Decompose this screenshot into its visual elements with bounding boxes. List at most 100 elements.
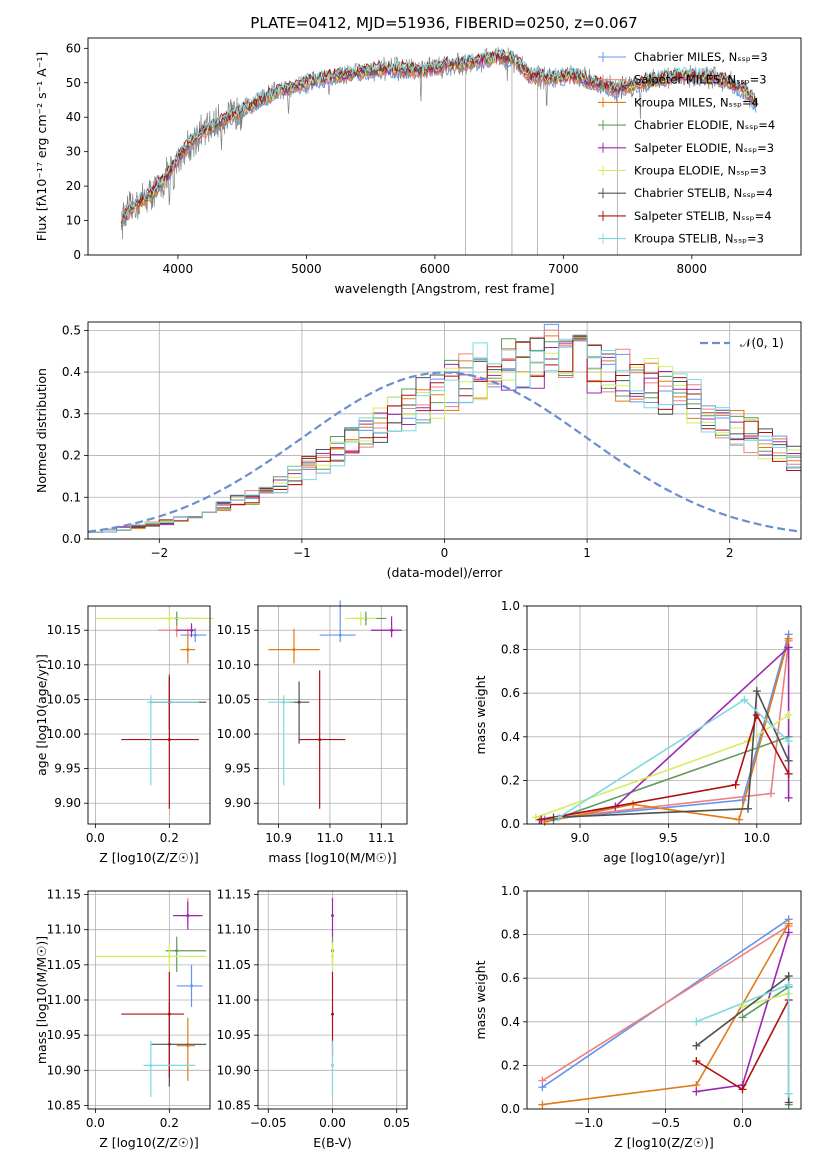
x-tick-label: −1	[293, 546, 311, 560]
x-tick-label: 8000	[677, 262, 708, 276]
spectrum-panel: 4000 5000 6000 7000 8000 0 10 20 30 40 50 60 wavelen…	[34, 37, 802, 296]
y-tick-label: 50	[66, 76, 81, 90]
data-point	[359, 616, 363, 620]
x-tick-label: 1	[583, 546, 591, 560]
normal-reference-curve	[88, 371, 801, 533]
y-tick-label: 0.2	[62, 449, 81, 463]
y-tick-label: 0.3	[62, 407, 81, 421]
data-point	[331, 954, 334, 958]
data-point	[282, 700, 286, 704]
data-point	[167, 954, 171, 958]
y-axis-label: mass weight	[473, 675, 488, 754]
model-spectrum-line	[120, 47, 757, 222]
data-point	[331, 1063, 334, 1067]
mass-weight-vs-metallicity-panel: −1.0 −0.5 0.0 0.0 0.2 0.4 0.6 0.8 1.0 Z [log10(Z/…	[473, 884, 802, 1150]
axes-frame	[87, 890, 211, 1110]
legend-entry: Chabrier ELODIE, Nₛₛₚ=4	[634, 118, 775, 132]
x-tick-label: 10.0	[743, 831, 770, 845]
data-point	[167, 738, 171, 742]
x-axis-label: (data-model)/error	[387, 565, 504, 580]
x-tick-label: −0.05	[250, 1116, 287, 1130]
x-axis-label: mass [log10(M/M☉)]	[268, 850, 396, 865]
y-tick-label: 10.95	[217, 1028, 251, 1042]
x-axis-label: Z [log10(Z/Z☉)]	[99, 1135, 199, 1150]
mass-vs-metallicity-panel: 0.0 0.2 10.85 10.90 10.95 11.00 11.05 11.10 11.1…	[34, 888, 211, 1150]
y-tick-label: 11.05	[47, 958, 81, 972]
data-point	[338, 633, 342, 637]
axes-frame	[87, 37, 802, 256]
data-point	[390, 628, 394, 632]
y-tick-label: 9.90	[224, 796, 251, 810]
x-tick-label: 0.00	[319, 1116, 346, 1130]
data-point	[167, 616, 171, 620]
x-tick-label: 7000	[548, 262, 579, 276]
age-vs-mass-panel: 10.9 11.0 11.1 9.90 9.95 10.00 10.05 10.10 10.15…	[217, 600, 408, 865]
y-tick-label: 10.90	[47, 1063, 81, 1077]
histograms	[88, 323, 801, 539]
y-tick-label: 0.4	[62, 365, 81, 379]
x-tick-label: 0.0	[733, 1116, 752, 1130]
x-axis-label: E(B-V)	[313, 1135, 352, 1150]
y-tick-label: 0.5	[62, 323, 81, 337]
y-tick-label: 0.0	[501, 1102, 520, 1116]
x-tick-label: −1.0	[574, 1116, 603, 1130]
y-tick-label: 11.10	[217, 923, 251, 937]
y-tick-label: 0.1	[62, 490, 81, 504]
x-axis-label: wavelength [Angstrom, rest frame]	[334, 281, 554, 296]
x-tick-label: 0.05	[383, 1116, 410, 1130]
mass-weight-line	[553, 736, 789, 821]
x-tick-label: 0.2	[160, 831, 179, 845]
legend-entry: Kroupa STELIB, Nₛₛₚ=3	[634, 232, 764, 246]
y-tick-label: 0.6	[501, 971, 520, 985]
y-tick-label: 0.6	[501, 686, 520, 700]
y-tick-label: 0.0	[501, 817, 520, 831]
y-tick-label: 9.95	[54, 762, 81, 776]
axes-frame	[257, 605, 408, 825]
x-tick-label: −2	[150, 546, 168, 560]
mass-vs-extinction-panel: −0.05 0.00 0.05 10.85 10.90 10.95 11.00 11.05 11…	[217, 888, 410, 1150]
age-vs-metallicity-panel: 0.0 0.2 9.90 9.95 10.00 10.05 10.10 10.15 Z [log…	[34, 605, 214, 865]
y-tick-label: 10.10	[47, 658, 81, 672]
histogram-step-line	[88, 329, 801, 539]
y-axis-label: mass weight	[473, 960, 488, 1039]
y-tick-label: 11.10	[47, 923, 81, 937]
y-tick-label: 0.4	[501, 730, 520, 744]
data-point	[175, 949, 179, 953]
spectrum-title: PLATE=0412, MJD=51936, FIBERID=0250, z=0…	[250, 14, 637, 32]
data-point	[193, 633, 197, 637]
y-tick-label: 0.0	[62, 532, 81, 546]
axes-frame	[526, 890, 802, 1110]
legend-entry: Chabrier MILES, Nₛₛₚ=3	[634, 50, 768, 64]
y-tick-label: 1.0	[501, 599, 520, 613]
y-tick-label: 0.8	[501, 643, 520, 657]
y-tick-label: 9.95	[224, 762, 251, 776]
y-tick-label: 60	[66, 41, 81, 55]
y-tick-label: 10	[66, 214, 81, 228]
legend-entry: Kroupa ELODIE, Nₛₛₚ=3	[634, 164, 767, 178]
y-tick-label: 0.2	[501, 773, 520, 787]
data-point	[190, 628, 194, 632]
data-point	[186, 648, 190, 652]
data-point	[186, 914, 190, 918]
y-tick-label: 10.90	[217, 1063, 251, 1077]
y-axis-label: age [log10(age/yr)]	[34, 654, 49, 776]
y-axis-label: Normed distribution	[34, 368, 49, 493]
data-point	[149, 700, 153, 704]
x-axis-label: Z [log10(Z/Z☉)]	[614, 1135, 714, 1150]
y-tick-label: 20	[66, 179, 81, 193]
y-tick-label: 10.95	[47, 1028, 81, 1042]
x-tick-label: 0	[441, 546, 449, 560]
y-tick-label: 0.8	[501, 928, 520, 942]
y-tick-label: 0.2	[501, 1058, 520, 1072]
mass-weight-line	[544, 634, 790, 821]
y-tick-label: 10.15	[47, 623, 81, 637]
mass-weight-line	[540, 712, 790, 821]
x-tick-label: 9.5	[659, 831, 678, 845]
y-tick-label: 9.90	[54, 796, 81, 810]
y-tick-label: 0	[73, 248, 81, 262]
x-tick-label: 0.0	[86, 831, 105, 845]
mass-weight-line	[541, 925, 790, 1082]
x-tick-label: −0.5	[651, 1116, 680, 1130]
x-tick-label: 0.0	[86, 1116, 105, 1130]
x-tick-label: 4000	[163, 262, 194, 276]
